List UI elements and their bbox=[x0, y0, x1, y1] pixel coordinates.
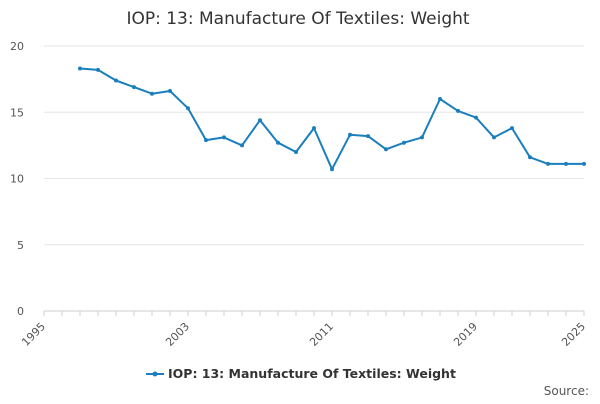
data-point[interactable] bbox=[294, 150, 298, 154]
data-point[interactable] bbox=[564, 161, 568, 166]
x-tick-label: 2003 bbox=[163, 320, 192, 349]
data-point[interactable] bbox=[510, 126, 514, 131]
series-group bbox=[78, 66, 586, 172]
data-point[interactable] bbox=[276, 140, 280, 145]
data-point[interactable] bbox=[402, 140, 406, 145]
source-label: Source: bbox=[544, 384, 589, 398]
legend[interactable]: IOP: 13: Manufacture Of Textiles: Weight bbox=[146, 366, 456, 381]
x-tick-label: 2011 bbox=[307, 320, 336, 349]
data-point[interactable] bbox=[474, 115, 478, 120]
data-point[interactable] bbox=[312, 126, 316, 131]
y-tick-label: 15 bbox=[10, 106, 24, 119]
data-point[interactable] bbox=[420, 135, 424, 140]
data-point[interactable] bbox=[168, 89, 172, 93]
data-point[interactable] bbox=[78, 66, 82, 71]
x-tick-label: 2019 bbox=[451, 320, 480, 349]
data-point[interactable] bbox=[258, 118, 262, 123]
y-tick-label: 10 bbox=[10, 173, 24, 186]
y-tick-label: 0 bbox=[17, 305, 24, 318]
data-point[interactable] bbox=[330, 167, 334, 172]
data-point[interactable] bbox=[582, 161, 586, 166]
chart-title: IOP: 13: Manufacture Of Textiles: Weight bbox=[126, 9, 469, 29]
data-point[interactable] bbox=[528, 155, 532, 160]
y-tick-label: 20 bbox=[10, 40, 24, 53]
data-point[interactable] bbox=[150, 91, 154, 96]
data-point[interactable] bbox=[204, 138, 208, 143]
data-point[interactable] bbox=[222, 135, 226, 140]
data-point[interactable] bbox=[186, 106, 190, 111]
legend-marker-swatch bbox=[152, 371, 158, 377]
y-tick-label: 5 bbox=[17, 239, 24, 252]
data-point[interactable] bbox=[384, 147, 388, 152]
data-point[interactable] bbox=[546, 161, 550, 166]
data-point[interactable] bbox=[348, 132, 352, 137]
data-point[interactable] bbox=[438, 97, 442, 101]
data-point[interactable] bbox=[132, 85, 136, 90]
x-axis: 1995 2003 2011 2019 2025 bbox=[19, 311, 588, 349]
y-axis: 0 5 10 15 20 bbox=[10, 40, 24, 318]
x-tick-label: 1995 bbox=[19, 320, 48, 349]
x-tick-label: 2025 bbox=[559, 320, 588, 349]
data-point[interactable] bbox=[96, 67, 100, 72]
data-point[interactable] bbox=[492, 135, 496, 140]
series-line bbox=[79, 67, 584, 171]
data-point[interactable] bbox=[240, 143, 244, 148]
data-point[interactable] bbox=[114, 78, 118, 83]
legend-label: IOP: 13: Manufacture Of Textiles: Weight bbox=[168, 366, 456, 381]
grid-lines bbox=[44, 45, 584, 312]
data-point[interactable] bbox=[366, 134, 370, 139]
data-point[interactable] bbox=[456, 108, 460, 113]
